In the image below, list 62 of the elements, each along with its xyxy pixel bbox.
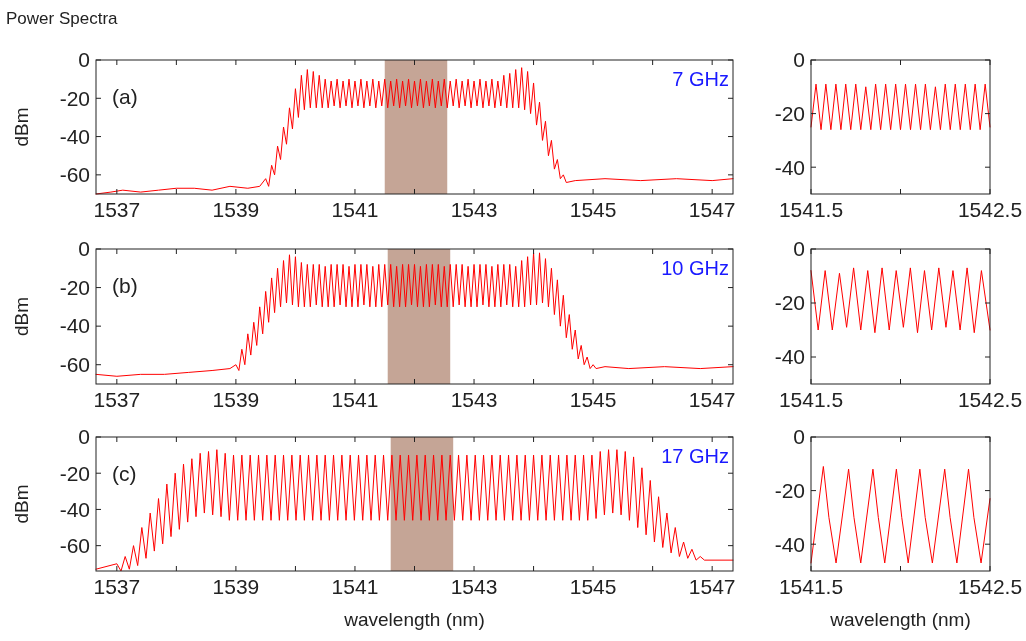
y-tick-label: -40 — [59, 497, 90, 521]
x-tick-label: 1545 — [569, 198, 617, 221]
x-tick-label: 1541.5 — [778, 575, 844, 598]
x-tick-label: 1543 — [450, 575, 498, 598]
line-series — [95, 252, 734, 377]
y-axis-title: dBm — [11, 107, 32, 147]
annotation: (a) — [112, 85, 138, 108]
x-tick-label: 1543 — [450, 388, 498, 411]
y-tick-label: 0 — [78, 48, 90, 72]
annotation: 10 GHz — [661, 257, 729, 279]
y-axis-title: dBm — [11, 296, 32, 337]
y-tick-label: -40 — [59, 124, 90, 148]
x-tick-label: 1541 — [331, 198, 379, 221]
x-tick-label: 1547 — [688, 388, 736, 411]
line-series — [810, 465, 991, 564]
x-tick-label: 1547 — [688, 198, 736, 221]
x-tick-label: 1539 — [212, 198, 260, 221]
x-tick-label: 1545 — [569, 575, 617, 598]
y-tick-label: 0 — [793, 48, 805, 72]
x-axis-title: wavelength (nm) — [829, 609, 971, 630]
y-axis-title: dBm — [11, 484, 32, 524]
y-tick-label: 0 — [78, 425, 90, 449]
annotation: 17 GHz — [661, 445, 729, 467]
y-tick-label: -60 — [59, 163, 90, 187]
x-tick-label: 1541 — [331, 575, 379, 598]
x-tick-label: 1541.5 — [778, 198, 844, 221]
y-tick-label: -20 — [59, 461, 90, 485]
x-tick-label: 1541.5 — [778, 388, 844, 411]
x-tick-label: 1543 — [450, 198, 498, 221]
y-tick-label: -20 — [774, 478, 805, 502]
x-tick-label: 1537 — [93, 575, 141, 598]
x-tick-label: 1547 — [688, 575, 736, 598]
annotation: (c) — [112, 462, 137, 485]
x-tick-label: 1539 — [212, 388, 260, 411]
y-tick-label: -20 — [774, 101, 805, 125]
x-tick-label: 1539 — [212, 575, 260, 598]
y-tick-label: -40 — [774, 345, 805, 369]
y-tick-label: 0 — [793, 237, 805, 261]
x-tick-label: 1542.5 — [957, 198, 1023, 221]
y-tick-label: -20 — [774, 291, 805, 315]
y-tick-label: -20 — [59, 275, 90, 299]
line-series — [810, 83, 991, 131]
y-tick-label: 0 — [78, 237, 90, 261]
y-tick-label: -40 — [59, 314, 90, 338]
x-tick-label: 1541 — [331, 388, 379, 411]
y-tick-label: -60 — [59, 353, 90, 377]
x-tick-label: 1542.5 — [957, 575, 1023, 598]
x-tick-label: 1542.5 — [957, 388, 1023, 411]
annotation: (b) — [112, 274, 138, 297]
y-tick-label: -40 — [774, 155, 805, 179]
line-series — [95, 449, 734, 572]
x-tick-label: 1537 — [93, 388, 141, 411]
x-tick-label: 1545 — [569, 388, 617, 411]
x-tick-label: 1537 — [93, 198, 141, 221]
annotation: 7 GHz — [672, 68, 729, 90]
y-tick-label: 0 — [793, 425, 805, 449]
y-tick-label: -60 — [59, 534, 90, 557]
line-series — [810, 267, 991, 334]
y-tick-label: -40 — [774, 532, 805, 556]
chart-title: Power Spectra — [6, 9, 119, 28]
y-tick-label: -20 — [59, 86, 90, 110]
x-axis-title: wavelength (nm) — [343, 609, 485, 630]
